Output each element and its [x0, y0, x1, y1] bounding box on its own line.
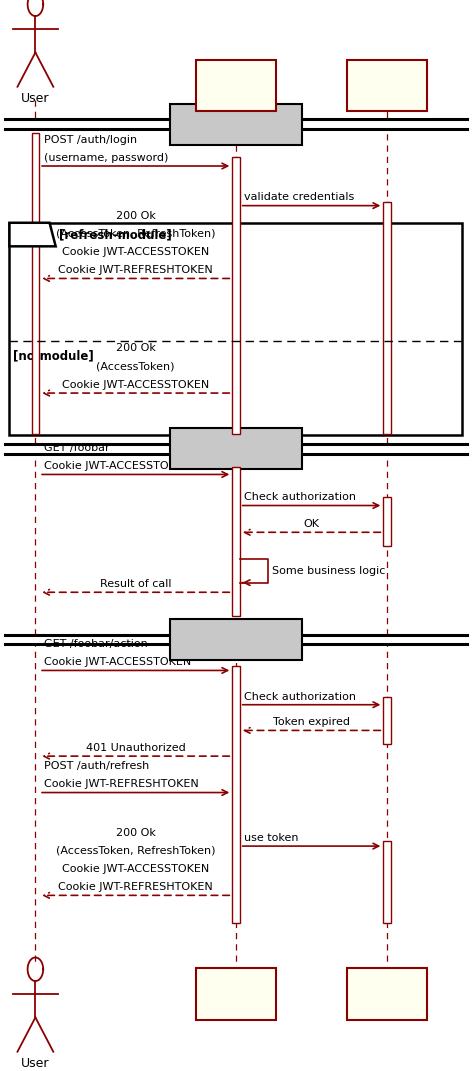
Text: 200 Ok: 200 Ok	[116, 211, 156, 221]
Text: Cookie JWT-REFRESHTOKEN: Cookie JWT-REFRESHTOKEN	[44, 780, 199, 789]
Text: validate credentials: validate credentials	[244, 193, 355, 202]
Bar	[383, 697, 391, 744]
Bar	[9, 223, 462, 435]
FancyBboxPatch shape	[347, 968, 427, 1020]
Text: Cookie JWT-ACCESSTOKEN: Cookie JWT-ACCESSTOKEN	[62, 864, 209, 874]
FancyBboxPatch shape	[347, 60, 427, 111]
Text: POST /auth/refresh: POST /auth/refresh	[44, 761, 149, 771]
Bar	[32, 133, 39, 434]
Text: Using tokens: Using tokens	[193, 442, 279, 455]
Text: Some business logic: Some business logic	[272, 565, 385, 576]
Text: POST /auth/login: POST /auth/login	[44, 135, 137, 145]
Text: [refresh-module]: [refresh-module]	[59, 228, 172, 241]
Text: use token: use token	[244, 833, 299, 843]
FancyBboxPatch shape	[170, 428, 302, 469]
Text: GET /foobar/action: GET /foobar/action	[44, 639, 148, 649]
Text: Cookie JWT-ACCESSTOKEN: Cookie JWT-ACCESSTOKEN	[62, 247, 209, 257]
Bar	[232, 157, 240, 434]
Text: Cookie JWT-ACCESSTOKEN: Cookie JWT-ACCESSTOKEN	[44, 462, 191, 471]
Text: (username, password): (username, password)	[44, 153, 169, 163]
Text: OK: OK	[303, 519, 320, 529]
Text: Using refresh token: Using refresh token	[170, 633, 302, 646]
Text: Check authorization: Check authorization	[244, 692, 356, 702]
Text: JWT Library: JWT Library	[351, 987, 423, 1000]
FancyBboxPatch shape	[170, 104, 302, 145]
Text: Fetching tokens: Fetching tokens	[183, 118, 289, 131]
Text: 200 Ok: 200 Ok	[116, 344, 156, 353]
Polygon shape	[9, 223, 56, 246]
Bar	[383, 202, 391, 434]
Text: GET /foobar: GET /foobar	[44, 443, 110, 453]
Text: 401 Unauthorized: 401 Unauthorized	[86, 743, 185, 753]
FancyBboxPatch shape	[196, 60, 276, 111]
Text: Cookie JWT-REFRESHTOKEN: Cookie JWT-REFRESHTOKEN	[59, 266, 213, 275]
Bar	[383, 497, 391, 546]
Bar	[383, 841, 391, 923]
Text: JWT Library: JWT Library	[351, 79, 423, 92]
Text: Check authorization: Check authorization	[244, 493, 356, 502]
Text: (AccessToken, RefreshToken): (AccessToken, RefreshToken)	[56, 229, 215, 239]
Text: 200 Ok: 200 Ok	[116, 828, 156, 838]
Text: (AccessToken, RefreshToken): (AccessToken, RefreshToken)	[56, 846, 215, 856]
FancyBboxPatch shape	[196, 968, 276, 1020]
Text: alt: alt	[18, 228, 36, 241]
Bar	[232, 467, 240, 616]
Text: Microservice: Microservice	[197, 79, 275, 92]
Text: [no-module]: [no-module]	[13, 349, 94, 362]
Text: Token expired: Token expired	[273, 718, 350, 727]
Text: Microservice: Microservice	[197, 987, 275, 1000]
Text: User: User	[21, 1057, 50, 1070]
Text: Cookie JWT-REFRESHTOKEN: Cookie JWT-REFRESHTOKEN	[59, 883, 213, 892]
Text: Result of call: Result of call	[100, 579, 171, 589]
Text: Cookie JWT-ACCESSTOKEN: Cookie JWT-ACCESSTOKEN	[62, 380, 209, 390]
FancyBboxPatch shape	[170, 619, 302, 660]
Text: (AccessToken): (AccessToken)	[96, 362, 175, 372]
Bar	[232, 666, 240, 923]
Text: User: User	[21, 92, 50, 105]
Text: Cookie JWT-ACCESSTOKEN: Cookie JWT-ACCESSTOKEN	[44, 658, 191, 667]
